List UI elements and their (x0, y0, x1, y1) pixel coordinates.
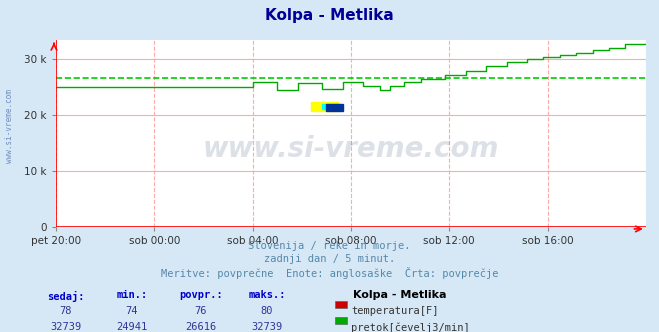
Text: 24941: 24941 (116, 322, 148, 332)
Text: 74: 74 (126, 306, 138, 316)
Text: sedaj:: sedaj: (47, 290, 84, 301)
Text: Meritve: povprečne  Enote: anglosaške  Črta: povprečje: Meritve: povprečne Enote: anglosaške Črt… (161, 267, 498, 279)
Text: 26616: 26616 (185, 322, 217, 332)
Text: 32739: 32739 (251, 322, 283, 332)
Text: temperatura[F]: temperatura[F] (351, 306, 439, 316)
Text: 32739: 32739 (50, 322, 82, 332)
Bar (322, 104, 340, 110)
Text: www.si-vreme.com: www.si-vreme.com (203, 135, 499, 163)
Text: zadnji dan / 5 minut.: zadnji dan / 5 minut. (264, 254, 395, 264)
Text: Slovenija / reke in morje.: Slovenija / reke in morje. (248, 241, 411, 251)
Text: 76: 76 (195, 306, 207, 316)
Text: 80: 80 (261, 306, 273, 316)
Text: 78: 78 (60, 306, 72, 316)
Text: povpr.:: povpr.: (179, 290, 223, 300)
Bar (311, 102, 337, 111)
Text: Kolpa - Metlika: Kolpa - Metlika (353, 290, 446, 300)
Text: maks.:: maks.: (248, 290, 285, 300)
Text: Kolpa - Metlika: Kolpa - Metlika (265, 8, 394, 23)
Text: www.si-vreme.com: www.si-vreme.com (5, 89, 14, 163)
Bar (326, 104, 343, 111)
Text: min.:: min.: (116, 290, 148, 300)
Text: pretok[čevelj3/min]: pretok[čevelj3/min] (351, 322, 470, 332)
